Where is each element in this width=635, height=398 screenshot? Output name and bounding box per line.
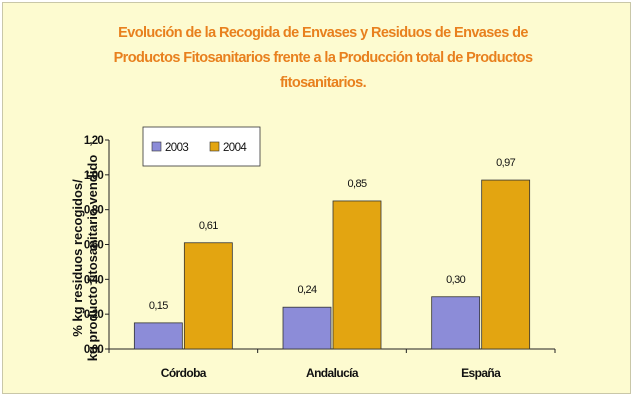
- chart-title-line-3: fitosanitarios.: [279, 75, 367, 91]
- data-label: 0,85: [347, 178, 366, 190]
- bar-2004: [481, 179, 531, 350]
- legend-label: 2003: [165, 142, 188, 154]
- x-category-label: España: [461, 366, 501, 380]
- bar-2003: [133, 322, 183, 350]
- data-label: 0,15: [149, 300, 168, 312]
- bar-2004: [332, 200, 382, 350]
- data-label: 0,61: [199, 220, 218, 232]
- bar-2004: [183, 242, 233, 350]
- y-tick-label: 0,80: [84, 205, 104, 217]
- x-category-label: Andalucía: [306, 366, 359, 380]
- chart-title-line-2: Productos Fitosanitarios frente a la Pro…: [113, 50, 533, 66]
- data-label: 0,97: [496, 157, 515, 169]
- y-tick-label: 0,20: [84, 309, 104, 321]
- y-tick-label: 0,40: [84, 274, 104, 286]
- legend-box: [142, 126, 261, 167]
- legend-label: 2004: [223, 142, 247, 154]
- y-tick-label: 1,00: [84, 170, 104, 182]
- chart-title: Evolución de la Recogida de Envases y Re…: [63, 21, 583, 96]
- y-tick-label: 0,60: [84, 240, 104, 252]
- y-tick-label: 1,20: [84, 135, 104, 147]
- data-label: 0,24: [297, 284, 316, 296]
- chart-title-line-1: Evolución de la Recogida de Envases y Re…: [118, 25, 528, 41]
- bar-2003: [282, 306, 332, 350]
- bar-2003: [431, 296, 481, 350]
- y-tick-label: 0,00: [84, 344, 104, 356]
- data-label: 0,30: [446, 274, 465, 286]
- legend-swatch: [209, 141, 220, 152]
- x-category-label: Córdoba: [161, 366, 207, 380]
- legend-swatch: [151, 141, 162, 152]
